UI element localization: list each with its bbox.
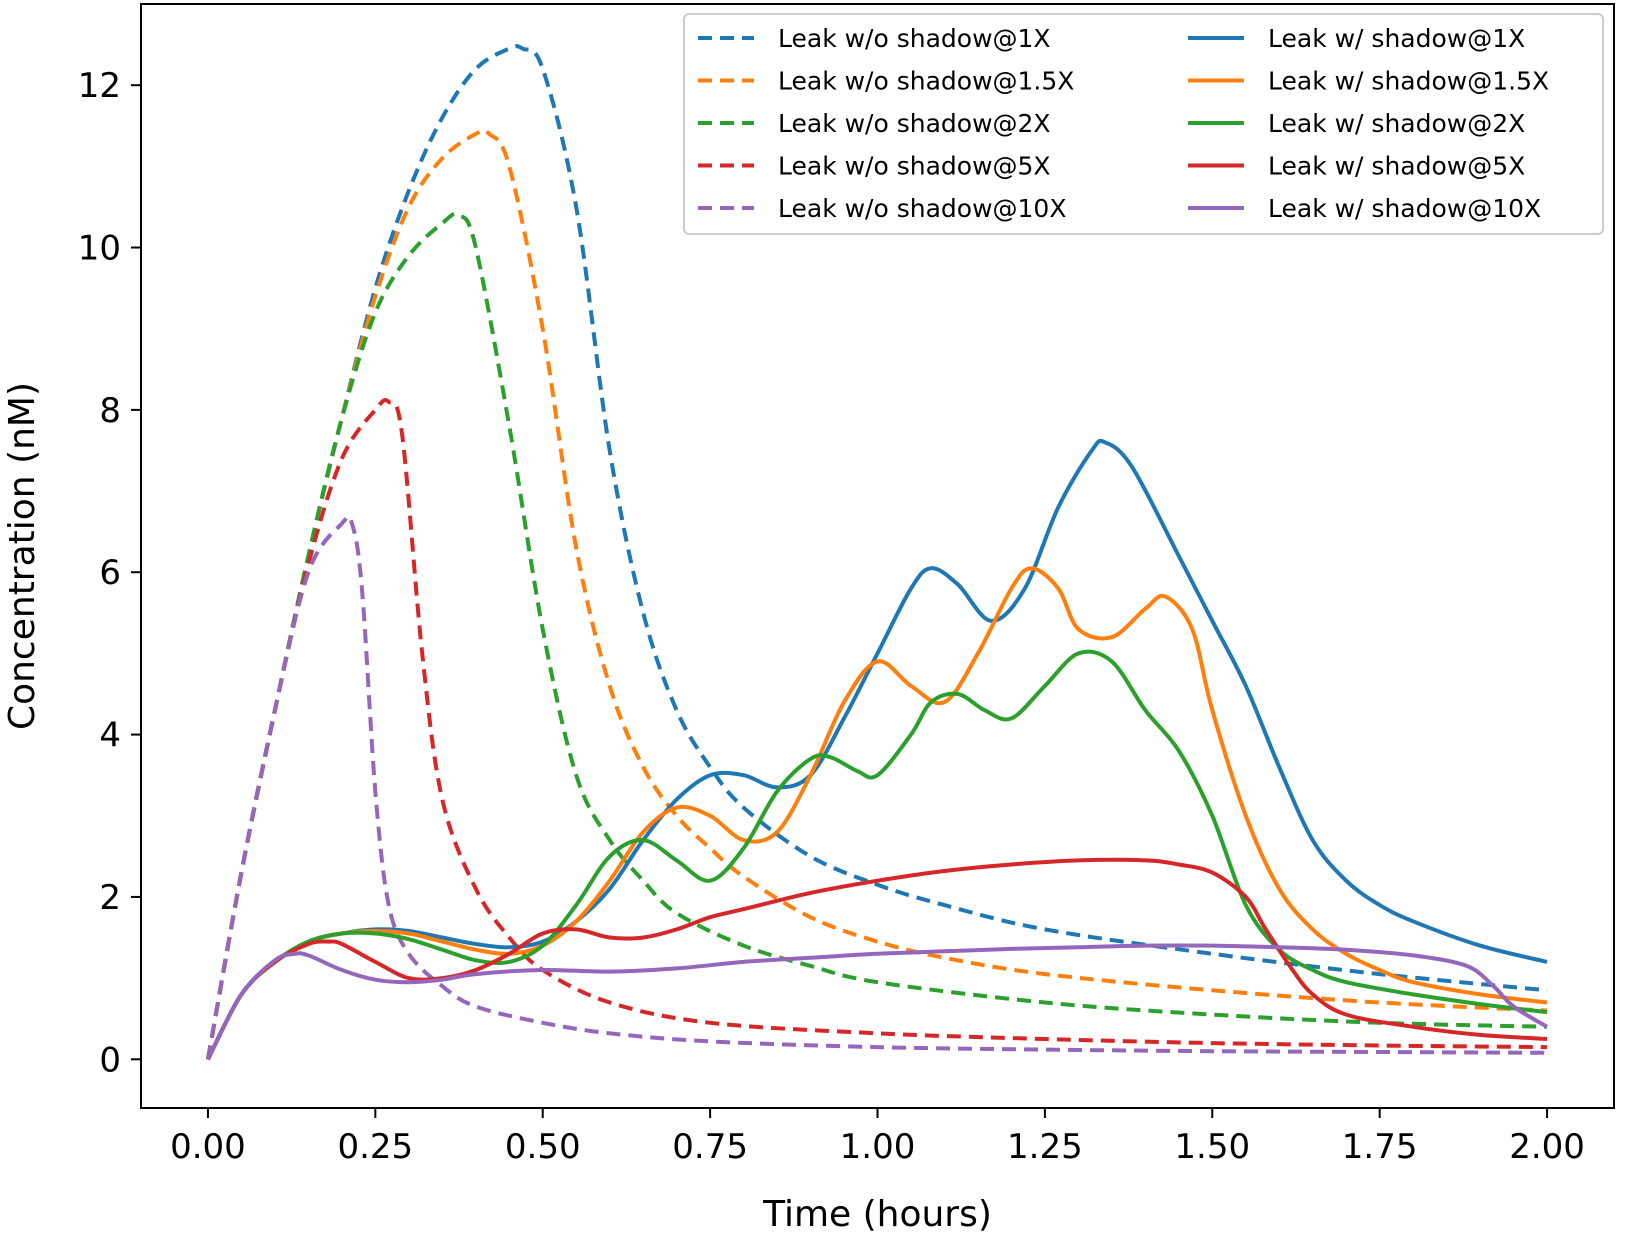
legend-item-leak-w-shadow-10x: Leak w/ shadow@10X [1188, 194, 1541, 223]
legend-label: Leak w/ shadow@1.5X [1268, 67, 1549, 96]
x-axis-label: Time (hours) [762, 1194, 992, 1235]
y-tick-label: 0 [99, 1040, 121, 1080]
y-axis: 0 2 4 6 8 10 12 [78, 66, 141, 1080]
y-tick-label: 12 [78, 66, 121, 106]
legend-box [683, 13, 1604, 235]
series-line-leak-w-shadow-2x [206, 649, 1548, 1061]
legend-label: Leak w/o shadow@5X [778, 152, 1051, 181]
series-line-leak-w-shadow-1-5x [206, 566, 1548, 1061]
series-line-leak-w-shadow-10x [206, 943, 1549, 1061]
plot-lines [206, 44, 1549, 1061]
legend-item-leak-w-o-shadow-10x: Leak w/o shadow@10X [698, 194, 1066, 223]
x-tick-label: 0.75 [672, 1127, 748, 1167]
legend: Leak w/o shadow@1X Leak w/o shadow@1.5X Le… [683, 13, 1604, 235]
x-tick-label: 1.75 [1342, 1127, 1418, 1167]
series-line-leak-w-shadow-5x [206, 857, 1548, 1061]
y-tick-label: 2 [99, 878, 121, 918]
x-tick-label: 1.25 [1007, 1127, 1083, 1167]
series-line-leak-w-o-shadow-5x [206, 398, 1548, 1060]
series-line-leak-w-o-shadow-2x [206, 211, 1548, 1060]
x-tick-label: 1.00 [840, 1127, 916, 1167]
series-line-leak-w-shadow-1x [206, 438, 1548, 1061]
legend-item-leak-w-shadow-1x: Leak w/ shadow@1X [1188, 24, 1525, 53]
legend-item-leak-w-shadow-5x: Leak w/ shadow@5X [1188, 152, 1525, 181]
legend-item-leak-w-shadow-1-5x: Leak w/ shadow@1.5X [1188, 67, 1549, 96]
y-tick-label: 10 [78, 229, 121, 269]
legend-item-leak-w-o-shadow-2x: Leak w/o shadow@2X [698, 109, 1051, 138]
x-tick-label: 1.50 [1174, 1127, 1250, 1167]
legend-label: Leak w/o shadow@1X [778, 24, 1051, 53]
legend-label: Leak w/ shadow@2X [1268, 109, 1525, 138]
legend-label: Leak w/ shadow@5X [1268, 152, 1525, 181]
x-tick-label: 2.00 [1509, 1127, 1585, 1167]
legend-label: Leak w/o shadow@2X [778, 109, 1051, 138]
legend-item-leak-w-o-shadow-5x: Leak w/o shadow@5X [698, 152, 1051, 181]
y-axis-label: Concentration (nM) [2, 382, 43, 730]
legend-label: Leak w/o shadow@10X [778, 194, 1066, 223]
x-tick-label: 0.50 [505, 1127, 581, 1167]
legend-label: Leak w/o shadow@1.5X [778, 67, 1074, 96]
legend-item-leak-w-shadow-2x: Leak w/ shadow@2X [1188, 109, 1525, 138]
y-tick-label: 4 [99, 716, 121, 756]
series-line-leak-w-o-shadow-1-5x [206, 128, 1548, 1060]
y-tick-label: 6 [99, 553, 121, 593]
x-tick-label: 0.00 [170, 1127, 246, 1167]
y-tick-label: 8 [99, 391, 121, 431]
legend-label: Leak w/ shadow@10X [1268, 194, 1541, 223]
x-tick-label: 0.25 [337, 1127, 413, 1167]
x-axis: 0.00 0.25 0.50 0.75 1.00 1.25 1.50 1.75 2.00 [170, 1108, 1585, 1167]
legend-item-leak-w-o-shadow-1-5x: Leak w/o shadow@1.5X [698, 67, 1074, 96]
legend-item-leak-w-o-shadow-1x: Leak w/o shadow@1X [698, 24, 1051, 53]
legend-label: Leak w/ shadow@1X [1268, 24, 1525, 53]
